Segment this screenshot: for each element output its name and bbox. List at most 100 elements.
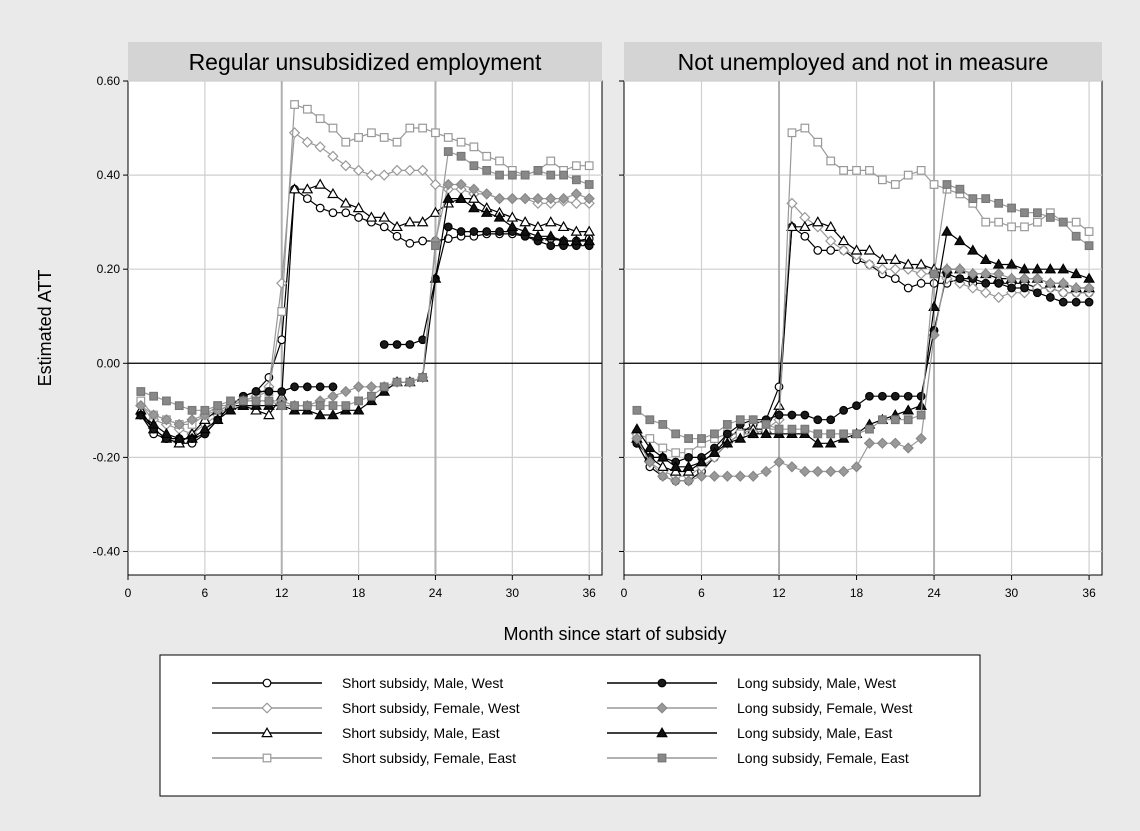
- data-point: [682, 460, 695, 471]
- legend-item: Short subsidy, Female, West: [212, 700, 520, 716]
- data-point: [787, 424, 797, 434]
- data-point: [852, 165, 861, 175]
- data-point: [877, 391, 887, 401]
- data-point: [495, 156, 504, 166]
- data-point: [1071, 217, 1081, 227]
- data-point: [826, 245, 836, 255]
- data-point: [1070, 282, 1082, 294]
- data-point: [532, 192, 544, 205]
- data-point: [697, 434, 706, 443]
- data-point: [1084, 297, 1094, 307]
- data-point: [813, 137, 823, 147]
- data-point: [979, 253, 992, 264]
- data-point: [584, 161, 594, 171]
- x-tick-label: 12: [772, 586, 786, 600]
- data-point: [327, 187, 339, 199]
- data-point: [469, 161, 479, 171]
- data-point: [404, 216, 416, 227]
- data-point: [418, 123, 428, 133]
- data-point: [981, 278, 991, 288]
- data-point: [902, 404, 915, 415]
- plot-area: [623, 80, 1103, 576]
- data-point: [570, 234, 583, 246]
- data-point: [455, 178, 467, 191]
- data-point: [507, 170, 517, 180]
- data-point: [1020, 283, 1029, 293]
- data-point: [302, 382, 312, 392]
- x-tick-label: 18: [850, 586, 864, 600]
- data-point: [392, 340, 402, 349]
- data-point: [429, 206, 442, 217]
- data-point: [213, 401, 223, 411]
- data-point: [417, 164, 429, 177]
- data-point: [442, 192, 455, 203]
- x-axis-title: Month since start of subsidy: [503, 624, 726, 644]
- data-point: [251, 396, 261, 406]
- legend-marker: [262, 753, 272, 763]
- data-point: [645, 415, 655, 425]
- data-point: [495, 227, 504, 236]
- x-tick-label: 6: [202, 586, 209, 600]
- data-point: [863, 437, 876, 449]
- y-tick-label: 0.00: [97, 356, 121, 370]
- data-point: [583, 192, 595, 205]
- data-point: [546, 170, 556, 180]
- data-point: [902, 442, 914, 454]
- data-point: [1005, 272, 1018, 285]
- data-point: [760, 427, 772, 439]
- data-point: [669, 460, 682, 471]
- data-point: [799, 220, 811, 232]
- data-point: [352, 381, 365, 393]
- data-point: [264, 396, 274, 406]
- x-tick-label: 30: [1005, 586, 1019, 600]
- data-point: [557, 192, 570, 205]
- data-point: [532, 230, 544, 241]
- data-point: [684, 434, 693, 443]
- data-point: [902, 258, 915, 269]
- panel-title: Not unemployed and not in measure: [678, 49, 1049, 75]
- data-point: [876, 437, 889, 449]
- data-point: [825, 235, 837, 247]
- data-point: [405, 340, 415, 349]
- legend-label: Short subsidy, Female, West: [342, 700, 520, 716]
- x-tick-label: 30: [506, 586, 520, 600]
- data-point: [812, 465, 824, 478]
- data-point: [443, 133, 453, 142]
- data-point: [721, 470, 733, 482]
- data-point: [967, 282, 979, 294]
- data-point: [469, 142, 479, 152]
- legend-label: Long subsidy, Female, East: [737, 750, 909, 766]
- data-point: [773, 456, 785, 468]
- data-point: [890, 391, 900, 401]
- data-point: [418, 236, 428, 246]
- data-point: [405, 377, 415, 387]
- data-point: [392, 377, 402, 387]
- data-point: [631, 432, 643, 445]
- data-point: [695, 456, 708, 467]
- data-point: [1033, 208, 1042, 218]
- y-tick-label: -0.40: [93, 544, 121, 558]
- data-point: [544, 230, 557, 241]
- data-point: [903, 170, 913, 180]
- data-point: [916, 410, 926, 420]
- data-point: [837, 465, 850, 478]
- data-point: [352, 404, 365, 415]
- data-point: [367, 391, 376, 401]
- data-point: [290, 100, 299, 109]
- data-point: [955, 184, 965, 194]
- data-point: [493, 211, 506, 222]
- data-point: [657, 470, 669, 482]
- data-point: [199, 423, 211, 434]
- data-point: [981, 194, 991, 204]
- data-point: [328, 123, 338, 133]
- data-point: [570, 188, 583, 200]
- data-point: [418, 373, 428, 382]
- data-point: [302, 194, 312, 204]
- data-point: [671, 448, 681, 458]
- data-point: [1044, 263, 1057, 274]
- data-point: [1005, 258, 1018, 269]
- data-point: [211, 413, 224, 424]
- data-point: [339, 197, 352, 208]
- data-point: [557, 234, 570, 246]
